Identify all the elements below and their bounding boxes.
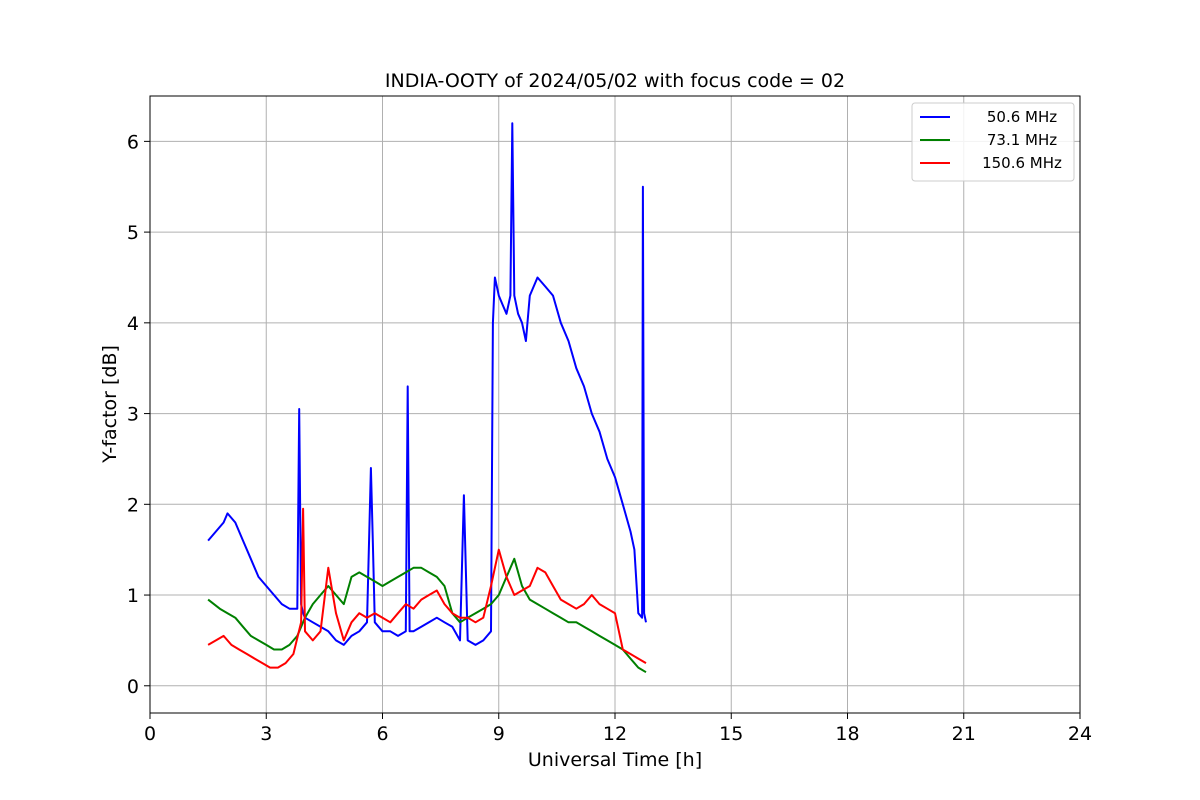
y-axis-label: Y-factor [dB]: [99, 345, 121, 464]
y-tick-label: 1: [127, 585, 139, 607]
legend: 50.6 MHz 73.1 MHz 150.6 MHz: [911, 102, 1075, 182]
chart-title: INDIA-OOTY of 2024/05/02 with focus code…: [385, 70, 845, 92]
x-tick-label: 3: [260, 723, 272, 745]
x-tick-label: 15: [719, 723, 743, 745]
legend-label: 150.6 MHz: [982, 154, 1062, 172]
x-tick-label: 12: [603, 723, 627, 745]
x-tick-label: 6: [376, 723, 388, 745]
x-tick-label: 24: [1068, 723, 1092, 745]
series-layer: [207, 122, 647, 674]
series-line-1: [207, 122, 647, 646]
series-line-3: [207, 507, 647, 669]
x-axis-ticks: 0 3 6 9 12 15 18 21 24: [144, 713, 1092, 745]
legend-label: 50.6 MHz: [987, 108, 1057, 126]
y-tick-label: 6: [127, 131, 139, 153]
x-tick-label: 21: [952, 723, 976, 745]
x-tick-label: 9: [493, 723, 505, 745]
legend-label: 73.1 MHz: [987, 131, 1057, 149]
x-axis-label: Universal Time [h]: [528, 749, 702, 771]
x-tick-label: 0: [144, 723, 156, 745]
x-tick-label: 18: [835, 723, 859, 745]
y-tick-label: 2: [127, 494, 139, 516]
y-tick-label: 3: [127, 404, 139, 426]
series-line-2: [207, 557, 647, 674]
legend-box: [911, 102, 1075, 182]
y-axis-ticks: 0 1 2 3 4 5 6: [127, 131, 150, 698]
y-tick-label: 5: [127, 222, 139, 244]
y-tick-label: 4: [127, 313, 139, 335]
y-tick-label: 0: [127, 676, 139, 698]
